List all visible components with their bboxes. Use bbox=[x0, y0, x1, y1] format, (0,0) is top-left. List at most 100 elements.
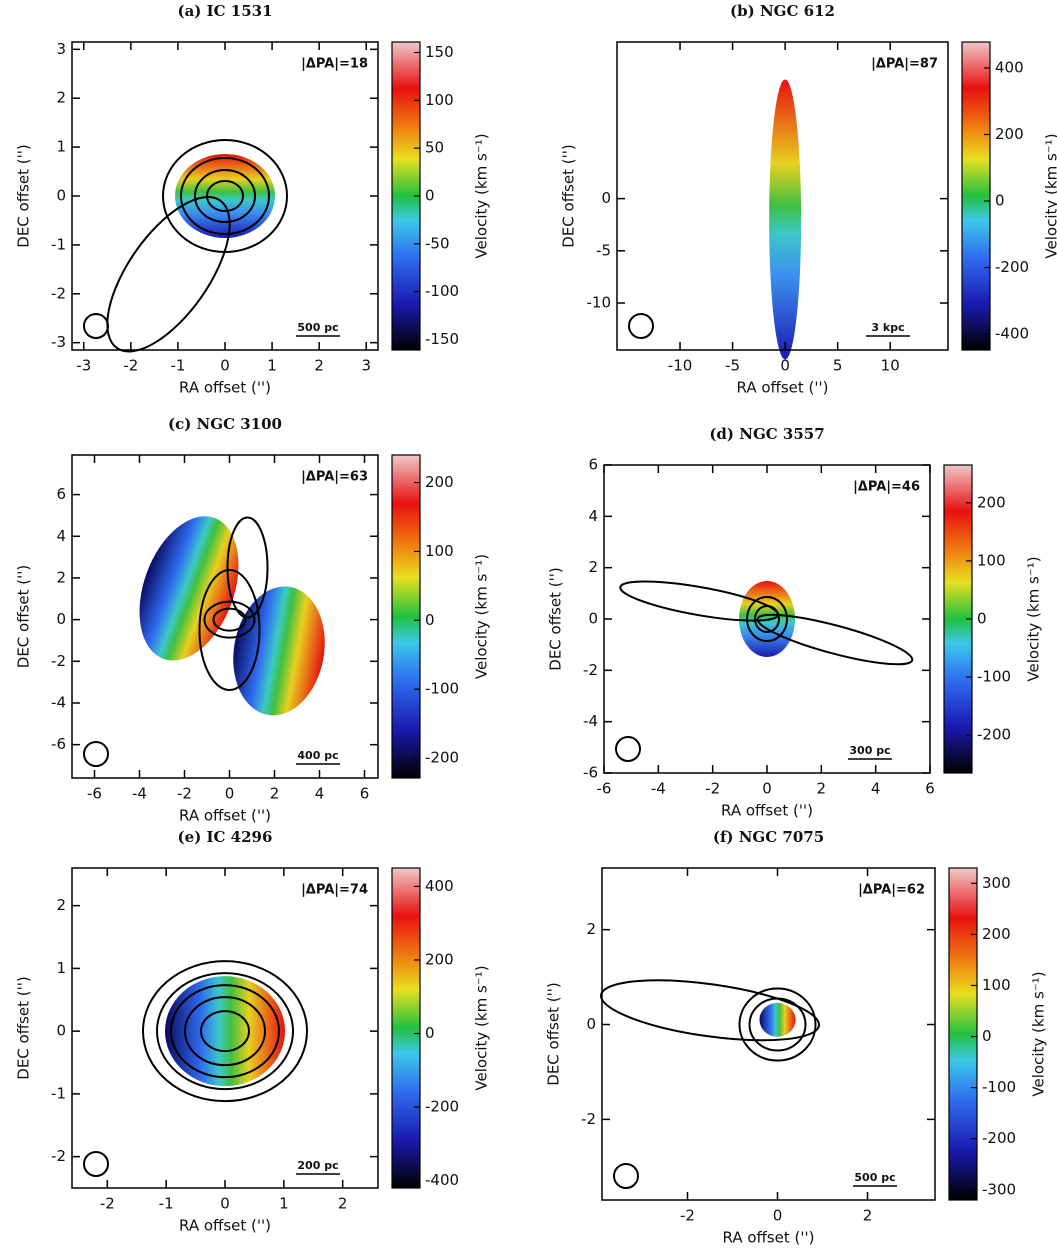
x-tick-label: 0 bbox=[762, 780, 772, 798]
colorbar bbox=[391, 454, 421, 779]
x-axis-label: RA offset ('') bbox=[723, 1229, 815, 1247]
y-tick-label: -2 bbox=[583, 661, 598, 679]
panel-title: (e) IC 4296 bbox=[178, 828, 273, 846]
y-tick-label: 1 bbox=[56, 138, 66, 156]
scale-bar-label: 400 pc bbox=[297, 749, 338, 762]
beam bbox=[628, 313, 654, 339]
x-tick-label: 0 bbox=[220, 1195, 230, 1213]
contour bbox=[200, 1010, 250, 1053]
x-tick-label: -2 bbox=[100, 1195, 115, 1213]
annotation: |ΔPA|=74 bbox=[301, 883, 368, 898]
colorbar-tick-label: -100 bbox=[977, 668, 1011, 686]
plot-frame bbox=[616, 41, 949, 351]
colorbar-tick-label: 100 bbox=[982, 976, 1011, 994]
x-tick-label: 2 bbox=[338, 1195, 348, 1213]
panel: (b) NGC 612 -10 -5 0 5 10 -10 -5 0 RA offset ('')… bbox=[560, 2, 1057, 397]
y-tick-label: 6 bbox=[56, 485, 66, 503]
x-tick-label: -3 bbox=[76, 357, 91, 375]
x-tick-label: 2 bbox=[270, 785, 280, 803]
y-tick-label: -2 bbox=[51, 284, 66, 302]
velocity-field bbox=[165, 976, 285, 1087]
y-tick-label: -4 bbox=[583, 712, 598, 730]
colorbar bbox=[391, 867, 421, 1189]
colorbar-tick-label: 200 bbox=[995, 125, 1024, 143]
colorbar-tick-label: 300 bbox=[982, 874, 1011, 892]
x-tick-label: -1 bbox=[170, 357, 185, 375]
colorbar bbox=[961, 41, 991, 351]
plot-frame bbox=[71, 454, 379, 779]
x-tick-label: 0 bbox=[773, 1207, 783, 1225]
panel: (a) IC 1531 -3 -2 -1 0 1 2 3 -3 -2 -1 0 1 2 3 RA offset… bbox=[15, 2, 491, 397]
panel-title: (c) NGC 3100 bbox=[168, 415, 282, 433]
scale-bar-label: 3 kpc bbox=[871, 321, 904, 334]
y-tick-label: 4 bbox=[56, 527, 66, 545]
annotation: |ΔPA|=18 bbox=[301, 57, 368, 72]
colorbar-tick-label: 200 bbox=[977, 493, 1006, 511]
x-tick-label: 0 bbox=[780, 357, 790, 375]
annotation: |ΔPA|=87 bbox=[871, 57, 938, 72]
x-axis-label: RA offset ('') bbox=[721, 802, 813, 820]
x-tick-label: 6 bbox=[360, 785, 370, 803]
colorbar-tick-label: -100 bbox=[425, 680, 459, 698]
x-tick-label: -4 bbox=[132, 785, 147, 803]
y-tick-label: 2 bbox=[586, 920, 596, 938]
contour bbox=[156, 972, 294, 1091]
colorbar-tick-label: 0 bbox=[425, 611, 435, 629]
colorbar-tick-label: 0 bbox=[977, 610, 987, 628]
scale-bar-label: 300 pc bbox=[849, 744, 890, 757]
velocity-field bbox=[233, 586, 325, 716]
contour bbox=[600, 979, 820, 1042]
y-tick-label: -2 bbox=[51, 652, 66, 670]
contour bbox=[738, 987, 817, 1062]
contour bbox=[142, 960, 308, 1103]
contour bbox=[194, 169, 256, 223]
colorbar-label: Velocity (km s⁻¹) bbox=[1025, 556, 1043, 681]
x-tick-label: -10 bbox=[668, 357, 693, 375]
colorbar-tick-label: -200 bbox=[982, 1129, 1016, 1147]
y-tick-label: -2 bbox=[581, 1110, 596, 1128]
annotation: |ΔPA|=62 bbox=[858, 883, 925, 898]
panel: (d) NGC 3557 -6 -4 -2 0 2 4 6 -6 -4 -2 0 2 4 6 RA offse… bbox=[547, 425, 1043, 820]
y-tick-label: 2 bbox=[56, 896, 66, 914]
colorbar-label: Velocity (km s⁻¹) bbox=[473, 133, 491, 258]
scale-bar-label: 500 pc bbox=[854, 1171, 895, 1184]
plot-frame bbox=[601, 867, 936, 1201]
x-tick-label: 1 bbox=[279, 1195, 289, 1213]
panel: (c) NGC 3100 -6 -4 -2 0 2 4 6 -6 -4 -2 0 2 4 6 RA offse… bbox=[15, 415, 491, 825]
x-tick-label: 0 bbox=[225, 785, 235, 803]
y-tick-label: 4 bbox=[588, 507, 598, 525]
colorbar-tick-label: -400 bbox=[425, 1171, 459, 1189]
y-tick-label: 0 bbox=[56, 610, 66, 628]
x-tick-label: 6 bbox=[925, 780, 935, 798]
velocity-field bbox=[139, 516, 239, 661]
colorbar-tick-label: 0 bbox=[425, 187, 435, 205]
beam bbox=[83, 313, 109, 339]
contour bbox=[184, 996, 266, 1067]
annotation: |ΔPA|=46 bbox=[853, 480, 920, 495]
contour bbox=[756, 613, 914, 666]
contour bbox=[203, 600, 256, 639]
x-tick-label: 2 bbox=[817, 780, 827, 798]
x-tick-label: 10 bbox=[881, 357, 900, 375]
x-axis-label: RA offset ('') bbox=[737, 379, 829, 397]
y-axis-label: DEC offset ('') bbox=[560, 144, 578, 247]
beam bbox=[615, 736, 641, 762]
velocity-field bbox=[175, 154, 275, 238]
contour bbox=[619, 580, 779, 622]
colorbar-tick-label: 200 bbox=[425, 950, 454, 968]
y-tick-label: -6 bbox=[583, 764, 598, 782]
velocity-field bbox=[759, 1002, 796, 1037]
x-axis-label: RA offset ('') bbox=[179, 1217, 271, 1235]
x-tick-label: -2 bbox=[123, 357, 138, 375]
x-axis-label: RA offset ('') bbox=[179, 379, 271, 397]
panel-title: (f) NGC 7075 bbox=[713, 828, 824, 846]
colorbar-tick-label: -100 bbox=[982, 1078, 1016, 1096]
y-tick-label: 0 bbox=[586, 1015, 596, 1033]
y-tick-label: 2 bbox=[588, 558, 598, 576]
x-tick-label: 0 bbox=[220, 357, 230, 375]
x-tick-label: -6 bbox=[597, 780, 612, 798]
y-axis-label: DEC offset ('') bbox=[545, 982, 563, 1085]
colorbar-tick-label: 100 bbox=[425, 91, 454, 109]
y-axis-label: DEC offset ('') bbox=[547, 567, 565, 670]
colorbar-tick-label: 50 bbox=[425, 139, 444, 157]
